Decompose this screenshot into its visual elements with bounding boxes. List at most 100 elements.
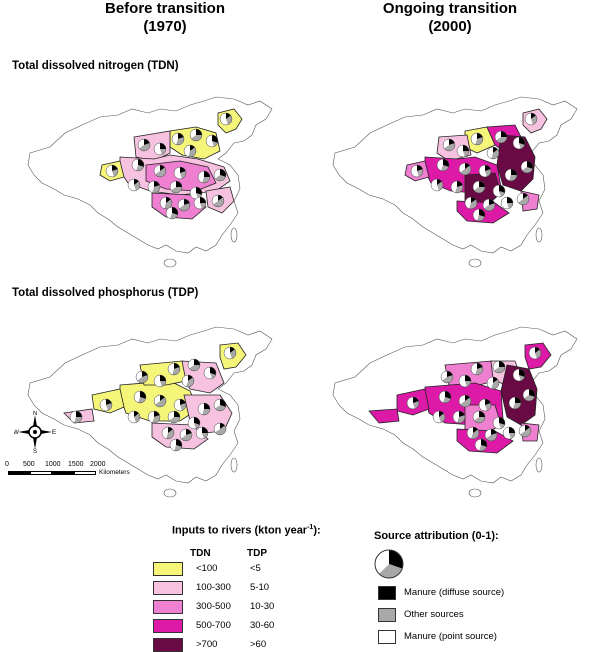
map-tdn-2000	[332, 96, 578, 268]
pie-slice	[172, 207, 178, 215]
pie-outline	[438, 390, 452, 404]
pie-outline	[470, 362, 484, 376]
pie-slice	[173, 399, 182, 411]
pie-slice	[215, 405, 226, 411]
pie-slice	[170, 439, 176, 451]
pie-outline	[472, 208, 486, 222]
pie-slice	[501, 131, 507, 137]
pie-outline	[432, 410, 446, 424]
pie-slice	[215, 175, 226, 181]
pie-slice	[447, 371, 453, 377]
right-title-line2: (2000)	[428, 18, 472, 35]
pie-slice	[477, 133, 483, 139]
pie-outline	[211, 194, 225, 208]
pie-slice	[181, 433, 192, 442]
pie-slice	[507, 197, 513, 203]
source-pie	[512, 368, 526, 382]
pie-slice	[437, 181, 443, 191]
pie-outline	[167, 410, 181, 424]
pie-slice	[457, 181, 463, 187]
pie-outline	[173, 398, 187, 412]
inputs-legend-tdp-value: 10-30	[250, 601, 275, 612]
pie-slice	[472, 209, 479, 221]
pie-slice	[144, 139, 150, 145]
source-pie	[131, 158, 145, 172]
source-pie	[135, 370, 149, 384]
pie-slice	[509, 175, 517, 181]
pie-slice	[457, 145, 465, 157]
pie-outline	[482, 198, 496, 212]
pie-outline	[486, 376, 500, 390]
source-pie	[213, 398, 227, 412]
inputs-legend-tdp-value: <5	[250, 563, 261, 574]
pie-slice	[189, 187, 198, 199]
pie-slice	[210, 367, 217, 375]
pie-slice	[176, 137, 185, 145]
source-pie	[167, 362, 181, 376]
source-pie	[187, 358, 201, 372]
scale-tick-2000: 2000	[90, 461, 106, 468]
pie-outline	[458, 162, 472, 176]
pie-slice	[174, 363, 180, 369]
pie-slice	[200, 203, 206, 209]
pie-outline	[169, 438, 183, 452]
scale-tick-1000: 1000	[45, 461, 61, 468]
pie-outline	[187, 358, 201, 372]
pie-outline	[520, 160, 534, 174]
map-content	[27, 326, 273, 498]
pie-slice	[139, 143, 151, 152]
pie-outline	[99, 398, 113, 412]
pie-slice	[154, 411, 160, 417]
source-pie	[472, 208, 486, 222]
pie-outline	[492, 184, 506, 198]
source-pie	[458, 162, 472, 176]
pie-slice	[134, 391, 140, 403]
pie-outline	[131, 158, 145, 172]
pie-slice	[491, 429, 497, 435]
pie-slice	[509, 397, 515, 409]
inputs-legend-swatch	[153, 619, 183, 633]
pie-outline	[500, 196, 514, 210]
pie-slice	[106, 165, 114, 177]
pie-slice	[481, 439, 487, 447]
pie-slice	[160, 143, 166, 149]
pie-slice	[140, 391, 146, 399]
pie-outline	[213, 422, 227, 436]
pie-slice	[186, 429, 192, 435]
pie-slice	[155, 167, 166, 177]
scale-tick-500: 500	[23, 461, 35, 468]
pie-slice	[148, 181, 154, 193]
inputs-legend-title-end: ):	[313, 524, 321, 537]
source-pie	[442, 138, 456, 152]
pie-slice	[164, 199, 172, 209]
source-pie	[440, 370, 454, 384]
pie-slice	[520, 427, 531, 437]
pie-outline	[177, 198, 191, 212]
pie-slice	[475, 367, 483, 375]
pie-outline	[147, 410, 161, 424]
pie-outline	[219, 112, 233, 126]
scale-tick-1500: 1500	[68, 461, 84, 468]
pie-slice	[178, 133, 184, 139]
source-pie	[458, 374, 472, 388]
pie-slice	[501, 197, 509, 209]
pie-outline	[524, 112, 538, 126]
left-column-title: Before transition (1970)	[55, 0, 275, 36]
tdp-section-title: Total dissolved phosphorus (TDP)	[12, 287, 199, 299]
pie-slice	[519, 375, 525, 381]
pie-slice	[200, 197, 206, 203]
pie-outline	[181, 374, 195, 388]
pie-slice	[479, 411, 485, 417]
source-pie	[127, 178, 141, 192]
source-pie	[430, 178, 444, 192]
pie-outline	[472, 180, 486, 194]
source-pie	[153, 164, 167, 178]
pie-outline	[153, 374, 167, 388]
pie-slice	[518, 195, 529, 205]
pie-slice	[127, 411, 136, 423]
pie-slice	[513, 369, 521, 381]
pie-slice	[445, 391, 451, 399]
pie-outline	[512, 368, 526, 382]
compass-s: S	[33, 449, 37, 453]
pie-slice	[503, 427, 511, 439]
